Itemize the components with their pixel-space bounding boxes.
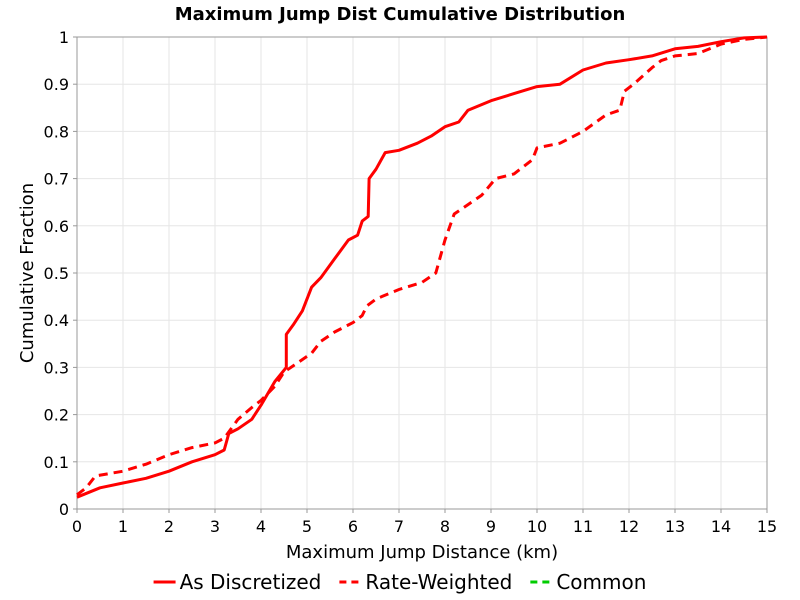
y-axis-label: Cumulative Fraction: [17, 183, 38, 363]
y-tick-label: 0.9: [44, 75, 69, 94]
legend-label: As Discretized: [180, 570, 322, 594]
x-tick-label: 2: [164, 517, 174, 536]
x-tick-label: 5: [302, 517, 312, 536]
axis-ticks: 0 1 2 3 4 5 6 7 8 9 10 11 12 13 14 1500.10.20.30.40.50.…: [44, 28, 778, 536]
y-tick-label: 0.8: [44, 122, 69, 141]
x-tick-label: 3: [210, 517, 220, 536]
legend-label: Rate-Weighted: [365, 570, 512, 594]
x-tick-label: 10: [527, 517, 547, 536]
y-tick-label: 0: [59, 500, 69, 519]
x-tick-label: 1: [118, 517, 128, 536]
x-axis-label: Maximum Jump Distance (km): [286, 542, 558, 563]
x-tick-label: 14: [711, 517, 731, 536]
x-tick-label: 4: [256, 517, 266, 536]
grid-lines: [76, 36, 768, 510]
x-tick-label: 12: [619, 517, 639, 536]
x-tick-label: 15: [757, 517, 777, 536]
x-tick-label: 7: [394, 517, 404, 536]
x-tick-label: 11: [573, 517, 593, 536]
x-tick-label: 6: [348, 517, 358, 536]
y-tick-label: 0.7: [44, 170, 69, 189]
y-tick-label: 0.2: [44, 406, 69, 425]
series-line-as-discretized: [76, 35, 768, 499]
legend-label: Common: [556, 570, 646, 594]
chart-title: Maximum Jump Dist Cumulative Distributio…: [175, 4, 626, 25]
y-tick-label: 0.6: [44, 217, 69, 236]
x-tick-label: 13: [665, 517, 685, 536]
y-tick-label: 1: [59, 28, 69, 47]
y-tick-label: 0.1: [44, 453, 69, 472]
x-tick-label: 9: [486, 517, 496, 536]
y-tick-label: 0.3: [44, 358, 69, 377]
series-line-rate-weighted: [76, 35, 768, 496]
y-tick-label: 0.4: [44, 311, 69, 330]
x-tick-label: 0: [72, 517, 82, 536]
y-tick-label: 0.5: [44, 264, 69, 283]
x-tick-label: 8: [440, 517, 450, 536]
legend: As Discretized Rate-Weighted Common: [153, 570, 646, 594]
series-lines: [76, 35, 768, 499]
